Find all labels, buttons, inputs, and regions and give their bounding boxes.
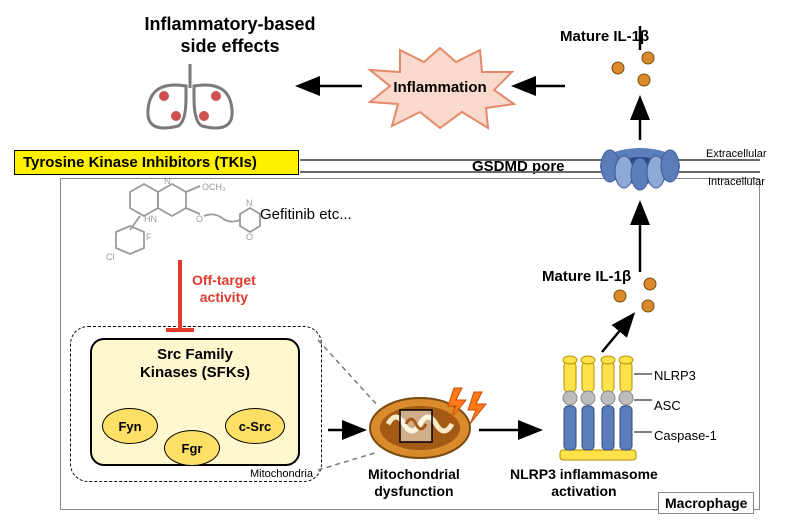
label-mito-dysfunction: Mitochondrial dysfunction: [368, 466, 460, 500]
tki-banner: Tyrosine Kinase Inhibitors (TKIs): [14, 150, 299, 175]
label-il1b-extra: Mature IL-1β: [560, 28, 649, 46]
label-gsdmd: GSDMD pore: [472, 158, 565, 176]
lungs-icon: [148, 64, 232, 128]
title-side-effects: Inflammatory-based side effects: [130, 14, 330, 57]
kinase-fgr: Fgr: [164, 430, 220, 466]
label-intracellular: Intracellular: [708, 176, 765, 189]
label-nlrp3-activation: NLRP3 inflammasome activation: [510, 466, 658, 500]
label-asc: ASC: [654, 398, 681, 414]
cytokines-extra: [612, 52, 654, 86]
inflammation-burst: Inflammation: [370, 48, 514, 128]
kinase-csrc: c-Src: [225, 408, 285, 444]
label-mitochondria-small: Mitochondria: [250, 468, 313, 480]
label-off-target: Off-target activity: [192, 272, 256, 306]
label-caspase1: Caspase-1: [654, 428, 717, 444]
svg-text:Inflammation: Inflammation: [393, 79, 486, 96]
sfk-title: Src Family Kinases (SFKs): [92, 346, 298, 382]
label-macrophage: Macrophage: [658, 492, 754, 514]
label-il1b-intra: Mature IL-1β: [542, 268, 631, 286]
label-gefitinib: Gefitinib etc...: [260, 206, 352, 224]
label-nlrp3: NLRP3: [654, 368, 696, 384]
kinase-fyn: Fyn: [102, 408, 158, 444]
label-extracellular: Extracellular: [706, 148, 767, 161]
